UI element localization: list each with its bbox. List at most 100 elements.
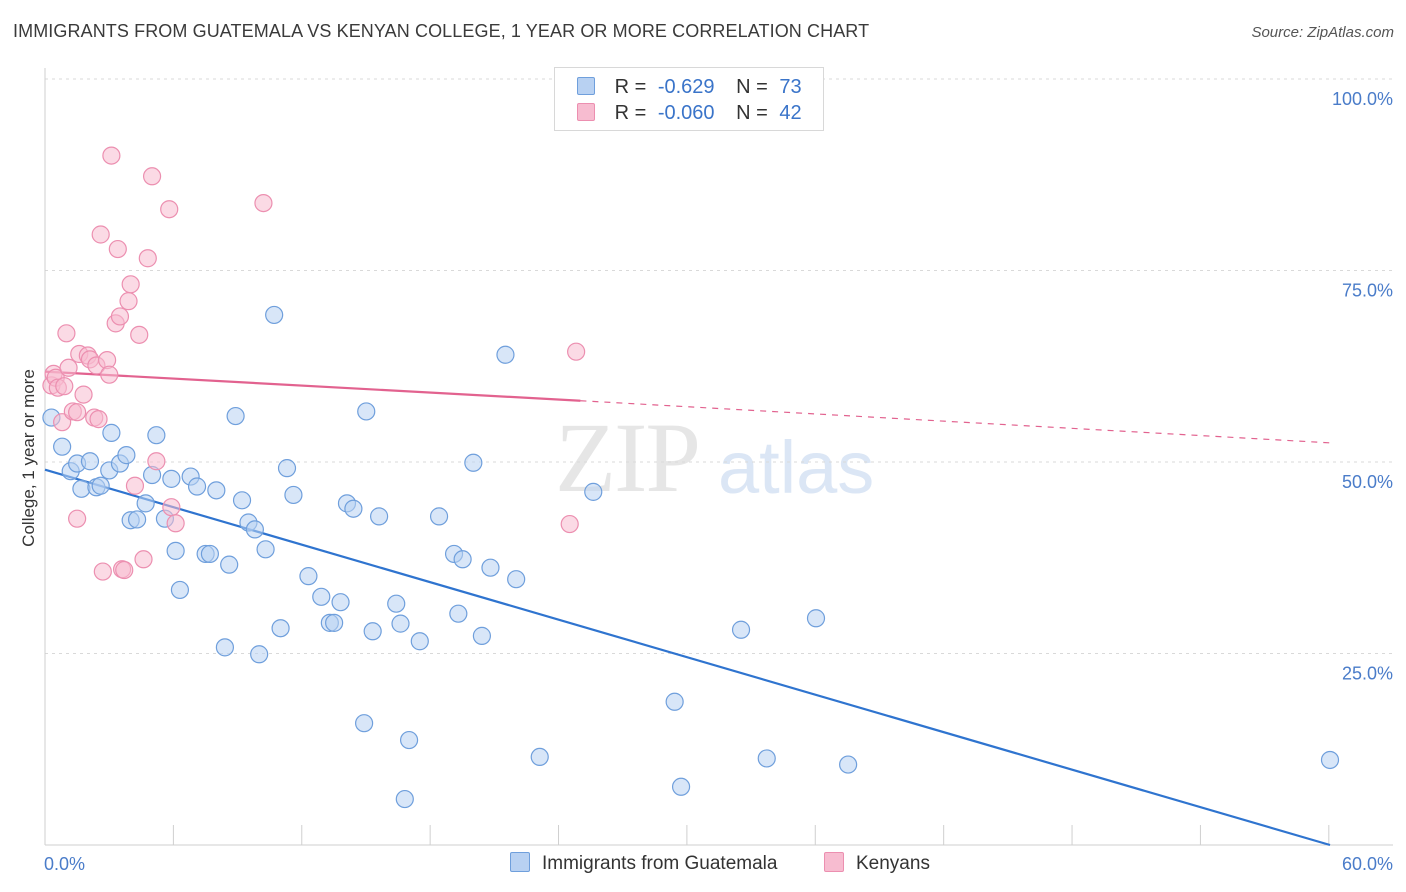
data-point [110,307,130,326]
legend-r-value: -0.629 [657,76,715,98]
legend-n-value: 73 [779,76,802,98]
data-point [806,609,826,628]
data-point [72,479,91,498]
data-point [277,459,297,478]
data-point [299,567,318,586]
data-point [410,632,429,651]
data-point [481,558,500,577]
data-point [256,540,275,559]
data-point [839,755,858,774]
chart-title: IMMIGRANTS FROM GUATEMALA VS KENYAN COLL… [13,21,870,41]
y-tick-label: 25.0% [1342,664,1393,684]
data-point [89,410,108,429]
data-point [68,403,87,422]
data-point [147,452,166,471]
legend-swatch-pink [577,103,595,121]
data-point [429,507,449,526]
data-point [136,494,155,513]
y-tick-label: 75.0% [1342,281,1393,301]
data-point [127,510,147,529]
bottom-legend-label: Immigrants from Guatemala [542,853,778,874]
data-point [200,544,220,564]
data-point [250,645,269,664]
data-point [665,692,684,711]
data-point [162,469,181,488]
data-point [162,498,181,517]
data-point [232,491,252,510]
data-point [115,560,134,580]
legend-n-value: 42 [779,102,802,124]
data-point [68,509,87,528]
data-point [166,514,185,533]
data-point [59,358,78,377]
data-point [220,555,239,574]
data-point [74,385,93,404]
grid-lines [45,78,1393,654]
data-point [166,541,185,560]
data-point [119,292,138,311]
legend-row-kenyans: R = -0.060 N = 42 [577,102,802,126]
legend-r-value: -0.060 [657,102,715,124]
legend-r-label: R = [614,76,647,98]
data-point [55,377,74,396]
data-point [363,622,382,641]
data-point [453,550,472,569]
data-point [117,446,136,465]
data-point [344,499,363,518]
bottom-legend-guatemala[interactable]: Immigrants from Guatemala [510,852,777,875]
legend-n-label: N = [736,76,768,98]
data-point [138,249,157,268]
data-point [170,580,190,600]
legend-r-label: R = [614,102,647,124]
data-point [1320,750,1340,770]
data-point [53,437,72,456]
data-point [80,452,100,471]
legend-row-guatemala: R = -0.629 N = 73 [577,76,802,100]
bottom-legend-kenyans[interactable]: Kenyans [824,852,930,875]
data-point [102,146,121,165]
data-point [121,275,140,294]
tick-labels: 100.0% 75.0% 50.0% 25.0% 0.0% 60.0% [44,89,1393,874]
data-point [93,562,112,581]
legend-swatch-blue [577,77,595,95]
bottom-legend-swatch-pink [824,852,844,872]
data-point [387,594,406,613]
data-point [731,620,751,639]
data-point [207,481,226,500]
data-point [671,777,691,796]
watermark-zip: ZIP [555,402,701,513]
data-point [530,747,549,767]
data-point [449,604,468,623]
axes [44,68,1393,846]
data-points [42,146,1340,809]
legend-n-label: N = [736,102,768,124]
data-point [226,406,245,426]
data-point [472,626,491,645]
data-point [560,514,579,534]
x-tick-label: 60.0% [1342,854,1393,874]
data-point [331,593,350,612]
data-point [91,476,110,495]
data-point [102,423,121,442]
bottom-legend-swatch-blue [510,852,530,872]
data-point [142,167,162,186]
data-point [53,413,72,432]
data-point [147,426,166,445]
data-point [57,324,76,343]
data-point [507,570,526,589]
data-point [134,550,153,569]
data-point [100,365,119,384]
data-point [265,305,284,325]
stats-legend: R = -0.629 N = 73 R = -0.060 N = 42 [554,67,824,131]
data-point [391,614,410,633]
data-point [125,476,145,495]
data-point [245,520,264,539]
y-axis-label: College, 1 year or more [19,369,38,547]
data-point [187,477,207,496]
data-point [399,730,419,750]
data-point [130,325,149,344]
data-point [395,789,414,809]
data-point [160,200,179,219]
source-label: Source: ZipAtlas.com [1251,24,1394,41]
trend-line-1 [44,370,581,402]
